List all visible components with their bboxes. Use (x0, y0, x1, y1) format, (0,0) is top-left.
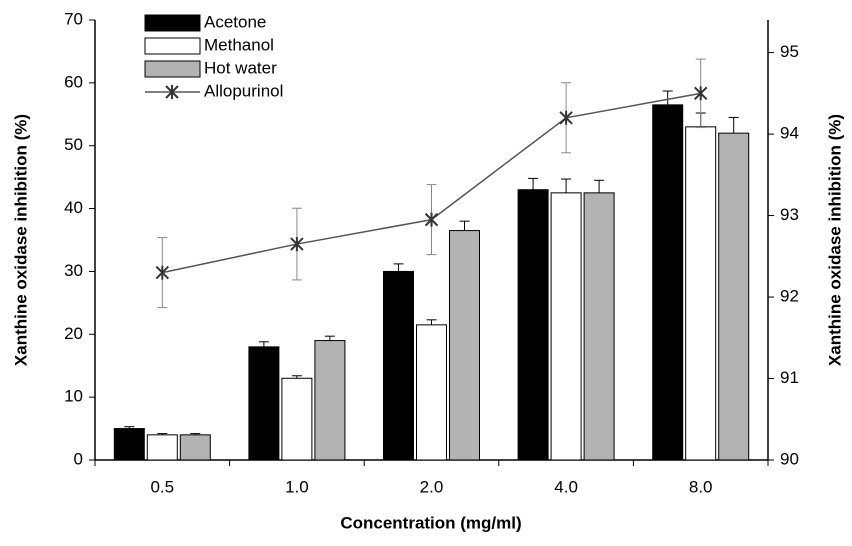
bar (146, 434, 178, 461)
bar (281, 377, 313, 461)
x-tick-label: 0.5 (150, 477, 174, 496)
legend-marker (165, 85, 179, 99)
legend-label: Allopurinol (204, 81, 283, 100)
y-axis-label: Xanthine oxidase inhibition (%) (11, 114, 30, 366)
y2-tick-label: 95 (780, 42, 799, 61)
bar (179, 434, 211, 461)
x-tick-label: 2.0 (420, 477, 444, 496)
bar (113, 428, 145, 461)
bar (449, 230, 480, 461)
bar (550, 192, 582, 461)
bar (517, 189, 549, 461)
x-tick-label: 4.0 (554, 477, 578, 496)
y2-tick-label: 93 (780, 205, 799, 224)
bar (685, 126, 717, 461)
x-tick-label: 1.0 (285, 477, 309, 496)
marker (424, 212, 439, 227)
legend-swatch (144, 14, 201, 32)
y-tick-label: 40 (64, 198, 83, 217)
y2-tick-label: 90 (780, 449, 799, 468)
bar (718, 132, 750, 461)
bar (248, 346, 280, 461)
bar (652, 104, 684, 461)
marker (155, 265, 170, 280)
y2-axis-label: Xanthine oxidase inhibition (%) (825, 114, 844, 366)
legend-swatch (144, 37, 201, 55)
x-tick-label: 8.0 (689, 477, 713, 496)
bar (383, 270, 414, 461)
bar (314, 340, 346, 461)
x-axis-label: Concentration (mg/ml) (340, 513, 521, 532)
y-tick-label: 10 (64, 387, 83, 406)
y-tick-label: 70 (64, 9, 83, 28)
legend-swatch (144, 60, 201, 78)
y2-tick-label: 94 (780, 124, 799, 143)
marker (693, 86, 708, 101)
legend-label: Acetone (204, 12, 266, 31)
y-tick-label: 0 (74, 449, 83, 468)
bar (583, 192, 615, 461)
legend-label: Hot water (204, 58, 277, 77)
y2-tick-label: 91 (780, 368, 799, 387)
y-tick-label: 60 (64, 72, 83, 91)
y-tick-label: 50 (64, 135, 83, 154)
y2-tick-label: 92 (780, 287, 799, 306)
legend-label: Methanol (204, 35, 274, 54)
marker (559, 110, 573, 125)
y-tick-label: 20 (64, 324, 83, 343)
bar (416, 324, 447, 461)
marker (290, 237, 304, 252)
y-tick-label: 30 (64, 261, 83, 280)
